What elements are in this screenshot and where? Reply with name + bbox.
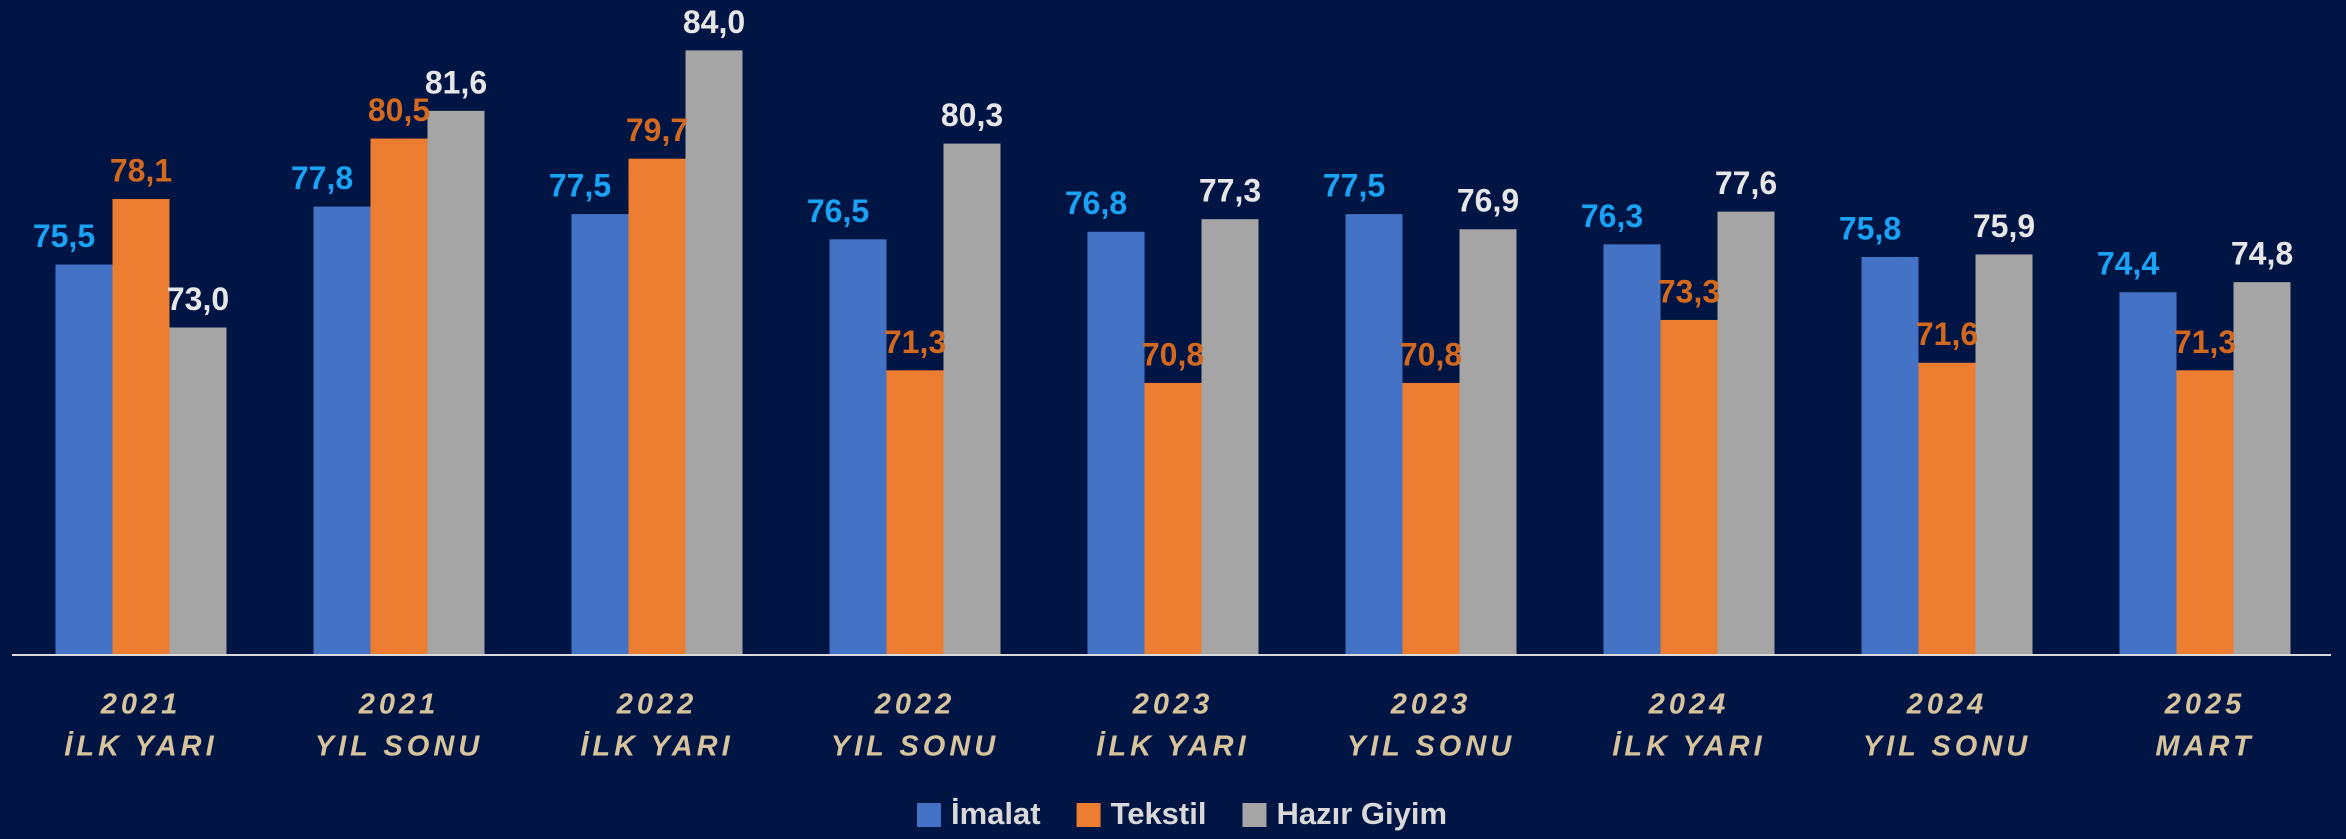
bar	[829, 239, 887, 656]
bar	[1144, 382, 1202, 655]
value-label: 75,5	[33, 218, 95, 254]
bar	[886, 370, 944, 655]
bar	[2233, 282, 2291, 655]
bar	[112, 199, 170, 655]
bar	[1975, 254, 2033, 655]
x-tick-label: 2021	[358, 689, 440, 721]
value-label: 75,9	[1973, 208, 2035, 244]
x-tick-label: İLK YARI	[1612, 731, 1765, 763]
x-tick-label: 2023	[1390, 689, 1472, 721]
value-label: 76,3	[1581, 198, 1643, 234]
bar	[169, 327, 227, 655]
bar	[2119, 292, 2177, 655]
legend-swatch	[916, 803, 941, 827]
value-label: 73,3	[1658, 273, 1720, 309]
x-tick-label: 2024	[1648, 689, 1730, 721]
value-label: 76,9	[1457, 183, 1519, 219]
x-tick-label: 2024	[1906, 689, 1988, 721]
bar	[1717, 211, 1775, 655]
legend-label: Hazır Giyim	[1276, 796, 1447, 831]
x-tick-label: 2022	[616, 689, 698, 721]
value-label: 77,5	[1323, 168, 1385, 204]
legend-swatch	[1242, 803, 1267, 827]
x-tick-label: YIL SONU	[315, 731, 483, 763]
value-label: 70,8	[1142, 336, 1204, 372]
value-label: 77,8	[291, 160, 353, 196]
legend-label: Tekstil	[1111, 796, 1207, 831]
bar	[1087, 231, 1145, 655]
value-label: 74,4	[2097, 246, 2159, 282]
x-tick-label: 2025	[2164, 689, 2246, 721]
x-tick-label: 2022	[874, 689, 956, 721]
value-label: 73,0	[167, 281, 229, 317]
bar	[1201, 219, 1259, 655]
x-tick-label: 2021	[100, 689, 182, 721]
x-tick-label: İLK YARI	[580, 731, 733, 763]
value-label: 71,3	[884, 324, 946, 360]
value-label: 77,3	[1199, 173, 1261, 209]
x-tick-label: İLK YARI	[1096, 731, 1249, 763]
value-label: 71,3	[2174, 324, 2236, 360]
value-label: 76,5	[807, 193, 869, 229]
value-label: 74,8	[2231, 236, 2293, 272]
bar	[1861, 256, 1919, 655]
bar	[1459, 229, 1517, 655]
value-label: 71,6	[1916, 316, 1978, 352]
x-tick-label: 2023	[1132, 689, 1214, 721]
bar	[1603, 244, 1661, 655]
bar	[1345, 214, 1403, 655]
value-label: 70,8	[1400, 336, 1462, 372]
value-label: 81,6	[425, 64, 487, 100]
value-label: 76,8	[1065, 185, 1127, 221]
value-label: 84,0	[683, 4, 745, 40]
x-tick-label: YIL SONU	[1863, 731, 2031, 763]
bar	[370, 138, 428, 656]
bar	[1402, 382, 1460, 655]
bar	[55, 264, 113, 655]
legend-label: İmalat	[951, 796, 1041, 831]
bar	[1660, 319, 1718, 655]
bar	[685, 50, 743, 655]
bar	[943, 143, 1001, 655]
bar	[628, 158, 686, 655]
bar	[1918, 362, 1976, 655]
value-label: 75,8	[1839, 210, 1901, 246]
bar	[427, 110, 485, 656]
bar	[313, 206, 371, 656]
bar	[571, 214, 629, 655]
value-label: 77,5	[549, 168, 611, 204]
x-tick-label: MART	[2155, 731, 2254, 763]
value-label: 80,3	[941, 97, 1003, 133]
value-label: 80,5	[368, 92, 430, 128]
x-tick-label: YIL SONU	[831, 731, 999, 763]
value-label: 77,6	[1715, 165, 1777, 201]
legend-swatch	[1076, 803, 1101, 827]
x-tick-label: İLK YARI	[64, 731, 217, 763]
x-tick-label: YIL SONU	[1347, 731, 1515, 763]
bar	[2176, 370, 2234, 655]
value-label: 79,7	[626, 112, 688, 148]
value-label: 78,1	[110, 152, 172, 188]
